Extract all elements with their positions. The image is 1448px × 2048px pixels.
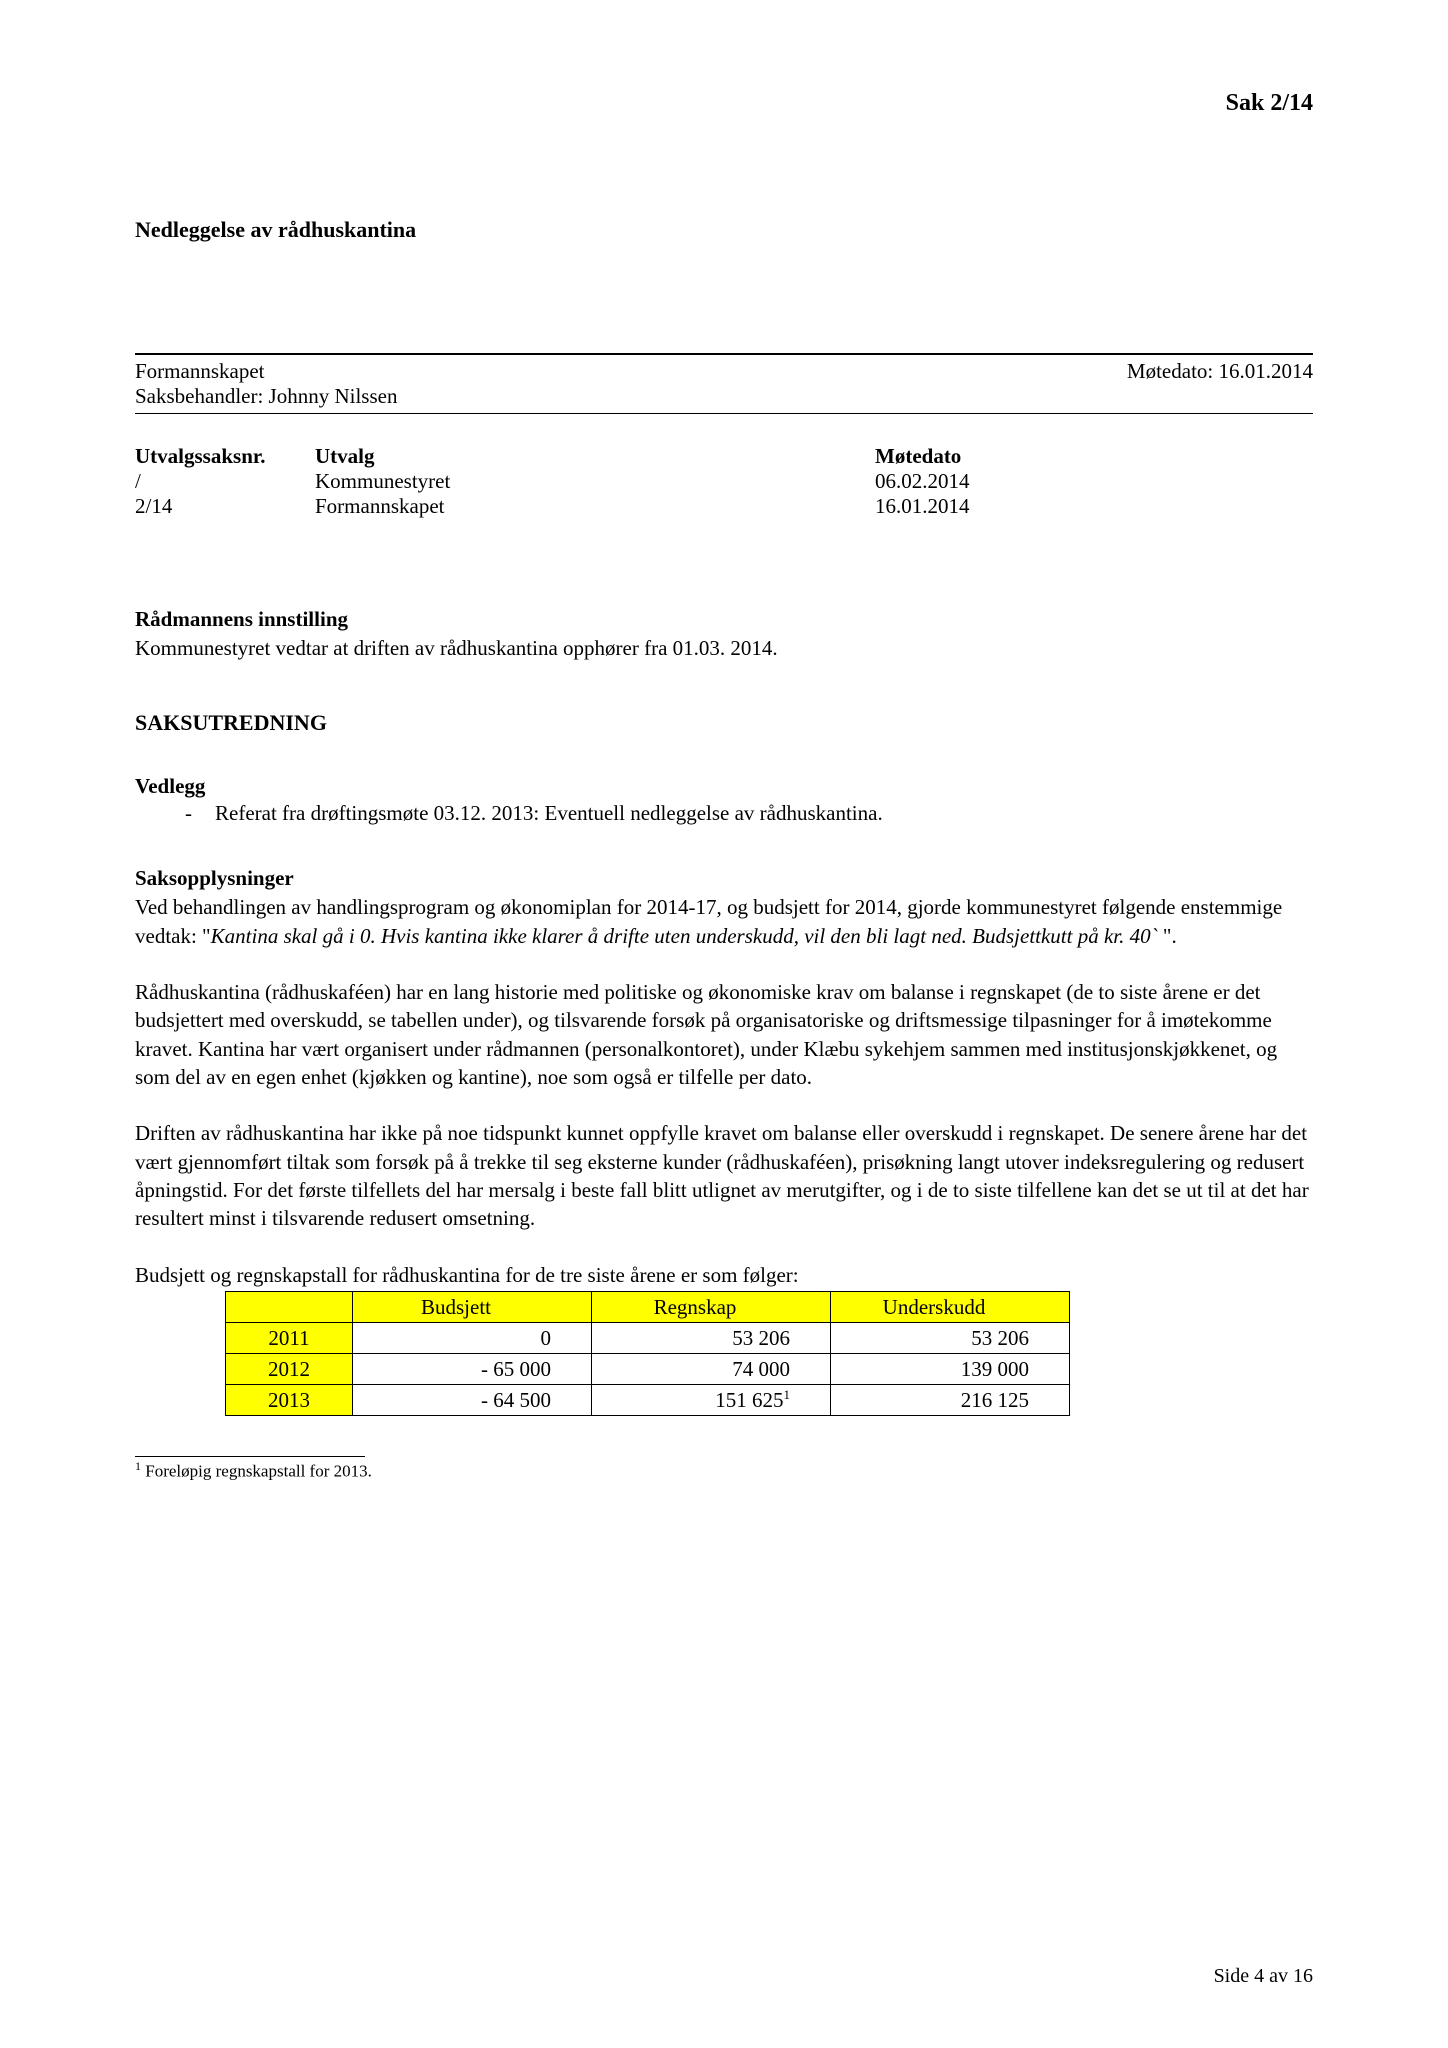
cell-budsjett: - 65 000 (353, 1354, 592, 1385)
committee-header-utvalg: Utvalg (315, 444, 875, 469)
cell-year: 2011 (226, 1323, 353, 1354)
meta-block: Formannskapet Møtedato: 16.01.2014 Saksb… (135, 353, 1313, 414)
committee-header-dato: Møtedato (875, 444, 1313, 469)
table-header-regnskap: Regnskap (592, 1292, 831, 1323)
committee-name: Formannskapet (135, 359, 264, 384)
table-header-budsjett: Budsjett (353, 1292, 592, 1323)
footnote-text: Foreløpig regnskapstall for 2013. (141, 1462, 372, 1481)
table-header-empty (226, 1292, 353, 1323)
cell-budsjett: 0 (353, 1323, 592, 1354)
page-number: Side 4 av 16 (1214, 1965, 1313, 1988)
saksoppl-p1-b: ". (1158, 924, 1177, 948)
committee-header-nr: Utvalgssaksnr. (135, 444, 315, 469)
saksoppl-p1: Ved behandlingen av handlingsprogram og … (135, 893, 1313, 950)
table-row: 2013 - 64 500 151 6251 216 125 (226, 1385, 1070, 1416)
vedlegg-item: - Referat fra drøftingsmøte 03.12. 2013:… (185, 801, 1313, 826)
bullet-dash-icon: - (185, 801, 215, 826)
cell-regnskap: 53 206 (592, 1323, 831, 1354)
saksoppl-p1-quote: Kantina skal gå i 0. Hvis kantina ikke k… (211, 924, 1158, 948)
innstilling-text: Kommunestyret vedtar at driften av rådhu… (135, 634, 1313, 662)
vedlegg-heading: Vedlegg (135, 774, 1313, 799)
caseworker: Saksbehandler: Johnny Nilssen (135, 384, 1313, 409)
case-number-header: Sak 2/14 (135, 90, 1313, 117)
committee-table: Utvalgssaksnr. Utvalg Møtedato / Kommune… (135, 444, 1313, 519)
saksopplysninger-heading: Saksopplysninger (135, 866, 1313, 891)
committee-row: / Kommunestyret 06.02.2014 (135, 469, 1313, 494)
financial-table: Budsjett Regnskap Underskudd 2011 0 53 2… (225, 1291, 1070, 1416)
committee-cell-utvalg: Formannskapet (315, 494, 875, 519)
cell-underskudd: 53 206 (831, 1323, 1070, 1354)
innstilling-heading: Rådmannens innstilling (135, 607, 1313, 632)
cell-regnskap: 74 000 (592, 1354, 831, 1385)
committee-cell-nr: 2/14 (135, 494, 315, 519)
cell-underskudd: 216 125 (831, 1385, 1070, 1416)
cell-budsjett: - 64 500 (353, 1385, 592, 1416)
table-intro: Budsjett og regnskapstall for rådhuskant… (135, 1261, 1313, 1289)
cell-regnskap: 151 6251 (592, 1385, 831, 1416)
table-row: 2011 0 53 206 53 206 (226, 1323, 1070, 1354)
cell-year: 2012 (226, 1354, 353, 1385)
saksoppl-p2: Rådhuskantina (rådhuskaféen) har en lang… (135, 978, 1313, 1091)
cell-underskudd: 139 000 (831, 1354, 1070, 1385)
saksutredning-heading: SAKSUTREDNING (135, 710, 1313, 736)
committee-cell-dato: 06.02.2014 (875, 469, 1313, 494)
saksoppl-p3: Driften av rådhuskantina har ikke på noe… (135, 1119, 1313, 1232)
committee-row: 2/14 Formannskapet 16.01.2014 (135, 494, 1313, 519)
footnote-marker-icon: 1 (784, 1387, 791, 1402)
meeting-date: Møtedato: 16.01.2014 (1127, 359, 1313, 384)
vedlegg-text: Referat fra drøftingsmøte 03.12. 2013: E… (215, 801, 883, 826)
footnote: 1 Foreløpig regnskapstall for 2013. (135, 1459, 1313, 1482)
footnote-rule (135, 1456, 365, 1457)
committee-cell-utvalg: Kommunestyret (315, 469, 875, 494)
table-row: 2012 - 65 000 74 000 139 000 (226, 1354, 1070, 1385)
document-title: Nedleggelse av rådhuskantina (135, 217, 1313, 243)
committee-cell-dato: 16.01.2014 (875, 494, 1313, 519)
table-header-underskudd: Underskudd (831, 1292, 1070, 1323)
cell-year: 2013 (226, 1385, 353, 1416)
committee-cell-nr: / (135, 469, 315, 494)
